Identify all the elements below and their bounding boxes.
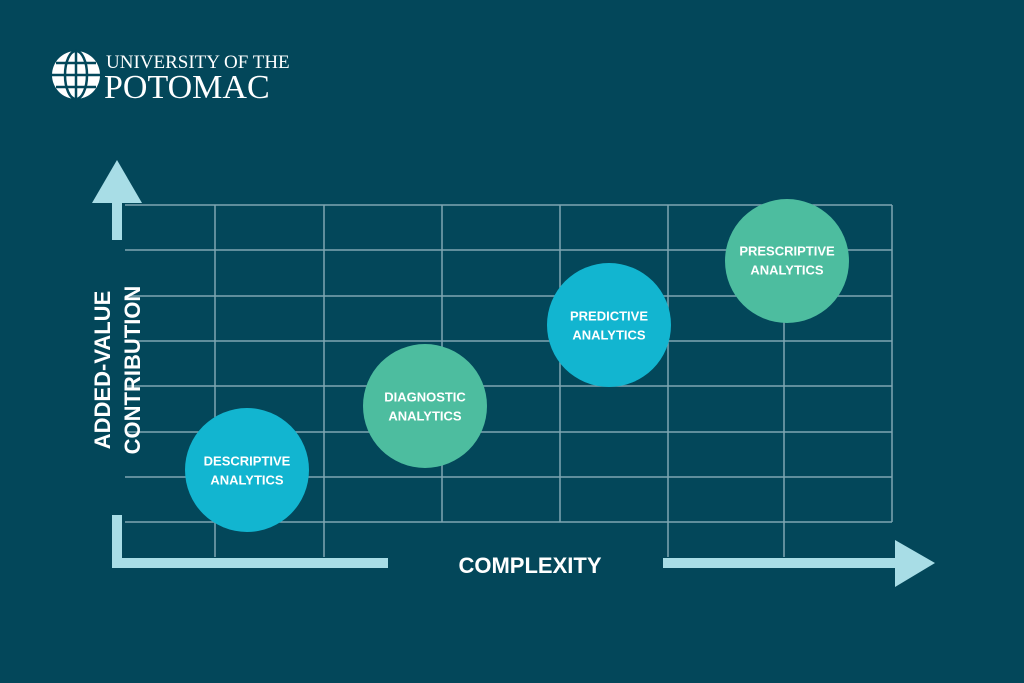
node-label: ANALYTICS [750, 262, 824, 277]
node-label: PRESCRIPTIVE [739, 243, 835, 258]
y-axis-label: CONTRIBUTION [120, 286, 145, 455]
node-label: ANALYTICS [388, 408, 462, 423]
logo-line1: UNIVERSITY OF THE [106, 52, 290, 73]
node: PREDICTIVE ANALYTICS [547, 263, 671, 387]
node-label: ANALYTICS [572, 327, 646, 342]
node-label: DESCRIPTIVE [204, 453, 291, 468]
node-label: PREDICTIVE [570, 308, 648, 323]
logo: UNIVERSITY OF THE POTOMAC [52, 49, 290, 106]
node-label: ANALYTICS [210, 472, 284, 487]
logo-line2: POTOMAC [104, 69, 270, 106]
node-label: DIAGNOSTIC [384, 389, 466, 404]
y-axis-label: ADDED-VALUE [90, 291, 115, 449]
node: DIAGNOSTIC ANALYTICS [363, 344, 487, 468]
node: PRESCRIPTIVE ANALYTICS [725, 199, 849, 323]
axes-arrows [92, 160, 935, 587]
x-axis-label: COMPLEXITY [458, 553, 601, 578]
node: DESCRIPTIVE ANALYTICS [185, 408, 309, 532]
